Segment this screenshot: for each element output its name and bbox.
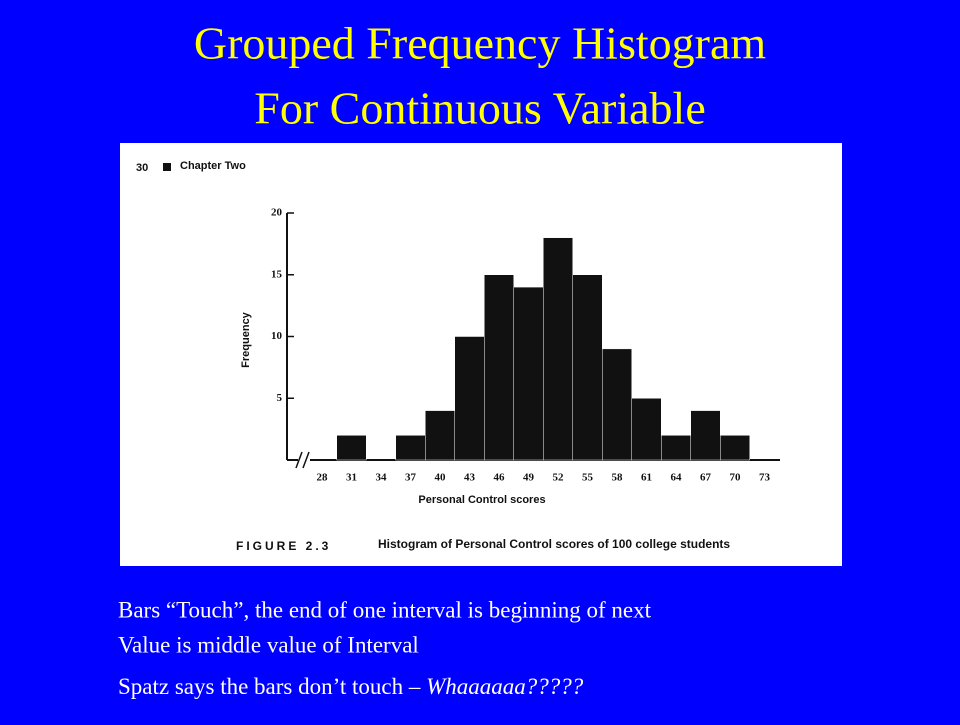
note: Spatz says the bars don’t touch – Whaaaa… (118, 674, 584, 699)
x-tick-label: 61 (641, 472, 652, 484)
x-tick-label: 34 (376, 472, 388, 484)
note: Bars “Touch”, the end of one interval is… (118, 597, 652, 622)
section-name: Chapter Two (180, 160, 246, 172)
chart-title: Histogram of Personal Control scores of … (378, 537, 730, 551)
note: Value is middle value of Interval (118, 632, 419, 657)
x-tick-label: 28 (317, 472, 329, 484)
note-text: Spatz says the bars don’t touch – (118, 674, 426, 699)
bar (336, 435, 367, 461)
figure-label: FIGURE 2.3 (236, 539, 331, 553)
axis-break (295, 451, 310, 469)
slide-title: For Continuous Variable (254, 83, 705, 134)
y-axis-label: Frequency (240, 311, 252, 368)
bar (602, 348, 632, 461)
x-tick-label: 31 (346, 472, 357, 484)
x-tick-label: 70 (730, 472, 742, 484)
x-tick-label: 64 (671, 472, 683, 484)
page-number: 30 (136, 162, 148, 174)
bar (513, 286, 544, 461)
x-tick-label: 52 (553, 472, 565, 484)
bar (661, 435, 691, 461)
bar (395, 435, 426, 461)
bar (631, 398, 662, 461)
y-tick-label: 15 (271, 268, 283, 280)
x-tick-label: 46 (494, 472, 506, 484)
x-axis-label: Personal Control scores (418, 494, 545, 506)
bar (572, 274, 603, 461)
header-square (163, 163, 171, 171)
bar (690, 410, 721, 461)
y-tick-label: 20 (271, 207, 283, 219)
x-tick-label: 58 (612, 472, 624, 484)
slide-title: Grouped Frequency Histogram (194, 18, 767, 69)
x-tick-label: 55 (582, 472, 594, 484)
bar (720, 435, 750, 461)
note-emphasis: Whaaaaaa????? (426, 674, 584, 699)
x-tick-label: 49 (523, 472, 535, 484)
bar (425, 410, 455, 461)
x-tick-label: 40 (435, 472, 447, 484)
bar (454, 336, 485, 461)
x-tick-label: 73 (759, 472, 771, 484)
y-tick-label: 10 (271, 330, 283, 342)
x-tick-label: 67 (700, 472, 712, 484)
x-tick-label: 43 (464, 472, 476, 484)
bar (543, 237, 573, 461)
bar (484, 274, 514, 461)
y-tick-label: 5 (277, 392, 283, 404)
x-tick-label: 37 (405, 472, 417, 484)
